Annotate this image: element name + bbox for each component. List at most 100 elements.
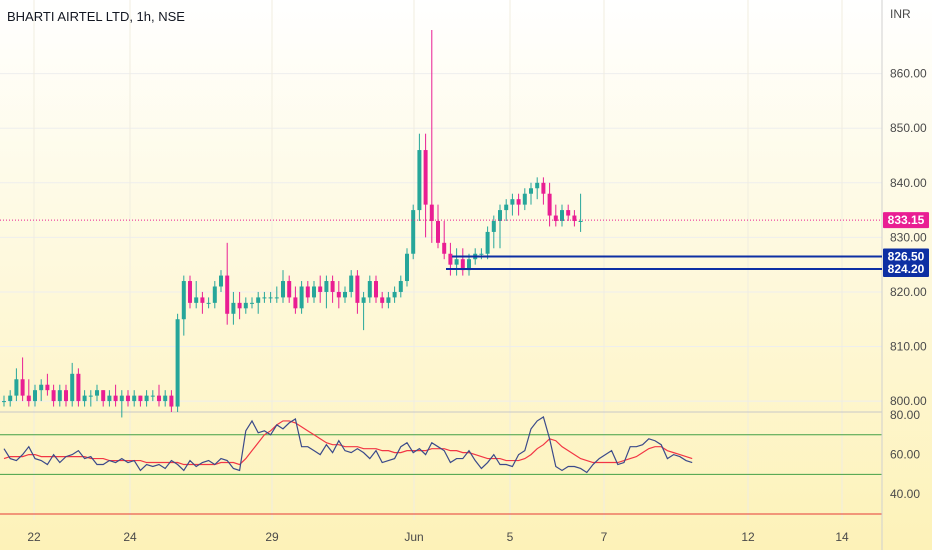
candle-body[interactable]: [516, 199, 521, 205]
candle-body[interactable]: [243, 302, 248, 309]
candle-body[interactable]: [293, 297, 298, 309]
candle-body[interactable]: [535, 182, 540, 189]
price-axis[interactable]: 860.00 850.00 840.00 830.00 820.00 810.00 800.…: [890, 67, 927, 408]
candle-body[interactable]: [157, 395, 161, 402]
candle-body[interactable]: [436, 221, 440, 243]
candle-body[interactable]: [231, 302, 236, 314]
candle-body[interactable]: [467, 259, 471, 271]
candle-body[interactable]: [460, 259, 465, 271]
candle-body[interactable]: [343, 291, 347, 298]
candle-body[interactable]: [20, 379, 25, 396]
candle-body[interactable]: [119, 395, 124, 402]
candle-body[interactable]: [169, 395, 174, 407]
candle-body[interactable]: [76, 373, 81, 402]
candle-body[interactable]: [355, 275, 360, 303]
candle-body[interactable]: [107, 395, 112, 402]
candle-body[interactable]: [8, 395, 13, 402]
candle-body[interactable]: [299, 286, 304, 309]
candle-body[interactable]: [181, 281, 186, 320]
candle-body[interactable]: [250, 302, 254, 304]
candle-body[interactable]: [485, 231, 490, 254]
candle-body[interactable]: [498, 210, 502, 221]
candle-body[interactable]: [417, 150, 422, 211]
candle-body[interactable]: [163, 395, 168, 402]
candle-body[interactable]: [349, 275, 354, 292]
candle-body[interactable]: [274, 297, 279, 299]
candle-body[interactable]: [88, 395, 93, 397]
candle-body[interactable]: [318, 286, 323, 292]
chart-title: BHARTI AIRTEL LTD, 1h, NSE: [7, 9, 185, 24]
candle-body[interactable]: [212, 286, 217, 303]
candle-body[interactable]: [287, 281, 292, 298]
candle-body[interactable]: [39, 384, 44, 391]
candle-body[interactable]: [82, 395, 87, 402]
candle-body[interactable]: [454, 259, 459, 265]
candle-body[interactable]: [312, 286, 316, 298]
candle-body[interactable]: [336, 291, 341, 298]
candle-body[interactable]: [225, 275, 230, 314]
candle-body[interactable]: [541, 182, 546, 194]
candle-body[interactable]: [194, 297, 199, 303]
candle-body[interactable]: [392, 291, 397, 298]
candle-body[interactable]: [324, 281, 329, 292]
candle-body[interactable]: [566, 210, 571, 216]
candle-body[interactable]: [560, 210, 564, 221]
candle-body[interactable]: [237, 302, 242, 309]
candle-body[interactable]: [95, 390, 99, 396]
candle-body[interactable]: [132, 395, 137, 402]
candle-body[interactable]: [429, 204, 434, 221]
candle-body[interactable]: [57, 390, 62, 402]
candle-body[interactable]: [219, 275, 223, 287]
candle-body[interactable]: [578, 221, 583, 222]
candle-body[interactable]: [529, 188, 533, 194]
candle-body[interactable]: [138, 395, 143, 402]
candle-body[interactable]: [448, 253, 453, 265]
candle-body[interactable]: [2, 401, 6, 403]
candle-body[interactable]: [386, 297, 391, 303]
time-axis[interactable]: 22 24 29 Jun 5 7 12 14: [27, 530, 849, 544]
candle-body[interactable]: [144, 395, 149, 402]
candle-body[interactable]: [361, 297, 366, 303]
candle-body[interactable]: [398, 281, 403, 292]
candle-body[interactable]: [33, 390, 37, 402]
candle-body[interactable]: [188, 281, 192, 303]
candle-body[interactable]: [101, 390, 106, 402]
candle-body[interactable]: [45, 384, 50, 391]
candle-body[interactable]: [380, 297, 385, 303]
candle-body[interactable]: [405, 253, 409, 282]
candle-body[interactable]: [126, 395, 130, 402]
candle-body[interactable]: [374, 281, 378, 298]
candle-body[interactable]: [70, 373, 75, 402]
candle-body[interactable]: [367, 281, 372, 298]
candle-body[interactable]: [51, 390, 56, 402]
candle-body[interactable]: [504, 204, 509, 211]
candle-body[interactable]: [411, 210, 416, 254]
indicator-tick-label: 80.00: [890, 408, 920, 422]
candle-body[interactable]: [206, 302, 211, 304]
candle-body[interactable]: [150, 395, 155, 397]
candle-body[interactable]: [553, 215, 558, 221]
candle-body[interactable]: [268, 297, 273, 299]
candle-body[interactable]: [200, 297, 205, 303]
candle-body[interactable]: [330, 281, 335, 292]
candle-body[interactable]: [14, 379, 19, 396]
candle-body[interactable]: [305, 286, 310, 298]
candle-body[interactable]: [442, 242, 447, 254]
candle-body[interactable]: [262, 297, 267, 299]
candle-body[interactable]: [547, 193, 552, 216]
indicator-axis[interactable]: 80.00 60.00 40.00: [890, 408, 920, 501]
candle-body[interactable]: [26, 395, 31, 402]
candle-body[interactable]: [113, 395, 118, 402]
candle-body[interactable]: [281, 281, 285, 298]
candle-body[interactable]: [256, 297, 261, 303]
candles-layer[interactable]: [2, 30, 583, 418]
candle-body[interactable]: [491, 221, 496, 232]
candle-body[interactable]: [64, 390, 68, 402]
candle-body[interactable]: [522, 193, 527, 205]
candle-body[interactable]: [175, 319, 180, 407]
candle-body[interactable]: [423, 150, 428, 205]
candle-body[interactable]: [572, 215, 577, 221]
candle-body[interactable]: [510, 199, 515, 205]
candle-body[interactable]: [479, 253, 484, 255]
